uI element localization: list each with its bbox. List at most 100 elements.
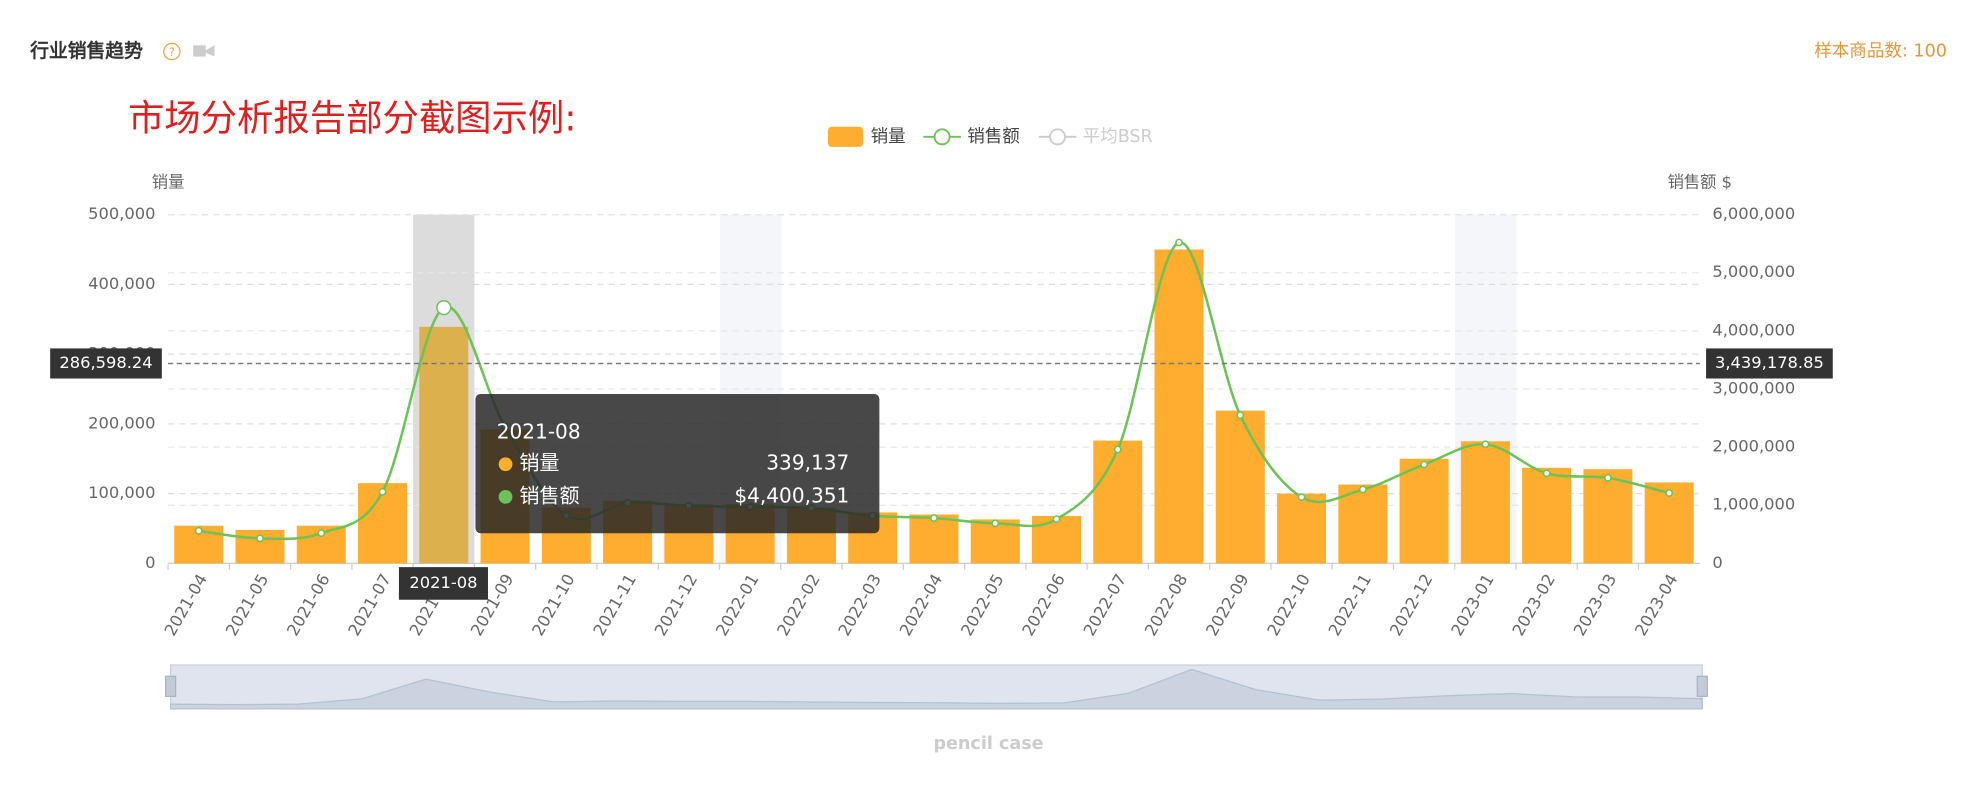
- help-icon-mark: ?: [169, 46, 175, 59]
- y-tick-label: 0: [145, 553, 155, 572]
- sales-point: [378, 487, 387, 496]
- y-axis-title: 销量: [152, 173, 185, 192]
- sales-point: [1420, 460, 1428, 469]
- bar: [358, 483, 408, 564]
- x-tick-label: 2021-05: [222, 571, 273, 639]
- x-tick-label: 2022-03: [835, 571, 886, 639]
- note: 市场分析报告部分截图示例:: [128, 97, 577, 140]
- zoom-handle[interactable]: [164, 675, 177, 697]
- legend-label: 销售额: [967, 127, 1020, 147]
- sales-point: [1542, 469, 1551, 478]
- y2-tick-label: 4,000,000: [1712, 320, 1795, 339]
- y2-tick-label: 1,000,000: [1712, 495, 1795, 514]
- sales-point: [1481, 440, 1490, 449]
- video-icon-lens: [205, 45, 215, 57]
- average-label-box: [50, 348, 162, 379]
- sales-point: [436, 299, 452, 316]
- sales-point: [1665, 489, 1674, 497]
- x-tick-label: 2022-01: [712, 571, 763, 639]
- sales-point: [1236, 411, 1245, 420]
- x-tick-label: 2022-09: [1202, 571, 1253, 639]
- x-tick-label: 2021-11: [589, 571, 640, 639]
- tooltip-dot: [498, 457, 513, 472]
- x-tick-label: 2022-10: [1263, 571, 1314, 639]
- sales-point: [317, 529, 326, 538]
- bar: [1522, 467, 1572, 564]
- tooltip-dot: [498, 489, 513, 504]
- bar: [1277, 493, 1327, 564]
- sales-point: [1358, 485, 1367, 494]
- tooltip-name: 销量: [519, 451, 559, 475]
- tooltip-value: 339,137: [766, 451, 849, 475]
- video-icon[interactable]: [193, 45, 206, 57]
- x-tick-label: 2022-02: [773, 571, 824, 639]
- tooltip-name: 销售额: [519, 483, 579, 507]
- y2-axis-title: 销售额 $: [1668, 173, 1732, 192]
- help-icon[interactable]: [163, 42, 181, 61]
- x-tick-label: 2022-08: [1141, 571, 1192, 639]
- bar: [1399, 458, 1449, 564]
- sales-point: [930, 514, 938, 522]
- sales-point: [1297, 493, 1306, 501]
- sales-point: [1604, 474, 1612, 482]
- legend-label: 平均BSR: [1083, 127, 1153, 147]
- x-tick-label: 2022-11: [1325, 571, 1376, 639]
- bar: [1215, 410, 1265, 564]
- x-tick-label: 2023-03: [1570, 571, 1621, 639]
- sales-point: [991, 519, 1000, 528]
- sample-count: 样本商品数: 100: [1814, 42, 1947, 62]
- pointer-label-box: [398, 567, 488, 600]
- average-label: 3,439,178.85: [1715, 353, 1824, 372]
- tooltip-value: $4,400,351: [734, 483, 849, 507]
- sales-point: [1113, 445, 1122, 454]
- x-tick-label: 2021-04: [161, 571, 212, 639]
- legend-swatch: [827, 126, 864, 147]
- y-tick-label: 400,000: [88, 274, 155, 293]
- footer: pencil case: [933, 734, 1043, 754]
- x-tick-label: 2021-12: [651, 571, 702, 639]
- y2-tick-label: 2,000,000: [1712, 437, 1795, 456]
- bar: [1093, 440, 1143, 564]
- legend-swatch: [933, 128, 951, 146]
- tooltip: [475, 394, 880, 534]
- x-tick-label: 2021-07: [344, 571, 395, 639]
- y-tick-label: 500,000: [88, 204, 155, 223]
- x-tick-label: 2023-02: [1509, 571, 1560, 639]
- average-label-box: [1706, 348, 1833, 379]
- sales-point: [1175, 238, 1183, 247]
- bar: [909, 514, 959, 564]
- legend-swatch: [1049, 128, 1066, 146]
- x-tick-label: 2022-04: [896, 571, 947, 639]
- x-tick-label: 2022-12: [1386, 571, 1437, 639]
- x-tick-label: 2023-01: [1447, 571, 1498, 639]
- sales-point: [256, 534, 264, 543]
- page-title: 行业销售趋势: [29, 39, 143, 62]
- pointer-label: 2021-08: [409, 573, 477, 592]
- x-tick-label: 2021-10: [528, 571, 579, 639]
- x-tick-label: 2022-05: [957, 571, 1008, 639]
- y2-tick-label: 5,000,000: [1712, 262, 1795, 281]
- sales-point: [194, 526, 203, 535]
- zoom-handle[interactable]: [1696, 675, 1708, 697]
- bar: [1154, 249, 1204, 564]
- y2-tick-label: 6,000,000: [1712, 204, 1795, 223]
- bar: [1338, 484, 1388, 564]
- x-tick-label: 2022-07: [1080, 571, 1131, 639]
- average-label: 286,598.24: [59, 353, 152, 372]
- bar: [1583, 469, 1633, 564]
- x-tick-label: 2023-04: [1631, 571, 1682, 639]
- tooltip-title: 2021-08: [497, 419, 581, 443]
- x-tick-label: 2022-06: [1018, 571, 1069, 639]
- y2-tick-label: 0: [1712, 553, 1722, 572]
- bar: [1460, 441, 1510, 564]
- legend-label: 销量: [871, 127, 906, 147]
- y2-tick-label: 3,000,000: [1712, 378, 1795, 397]
- bar: [1031, 515, 1081, 564]
- sales-point: [1052, 515, 1061, 524]
- y-tick-label: 100,000: [88, 483, 155, 502]
- bar: [419, 326, 469, 564]
- x-tick-label: 2021-06: [283, 571, 334, 639]
- y-tick-label: 200,000: [88, 413, 155, 432]
- zoom-preview: [169, 668, 1703, 710]
